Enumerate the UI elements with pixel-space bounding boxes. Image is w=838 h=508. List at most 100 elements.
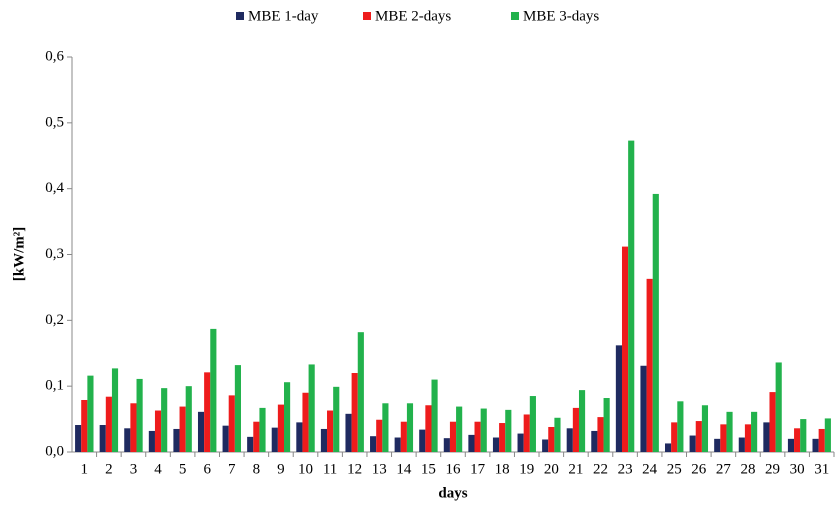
bar — [284, 382, 291, 452]
x-tick-label: 20 — [544, 461, 559, 477]
bar — [554, 417, 561, 452]
x-tick-label: 25 — [667, 461, 682, 477]
bar — [794, 428, 801, 452]
bar — [210, 328, 217, 452]
bar — [720, 424, 727, 452]
bar — [449, 421, 457, 452]
x-axis-label: days — [438, 485, 467, 501]
bar — [357, 332, 364, 452]
x-tick-label: 6 — [203, 461, 211, 477]
bar — [621, 246, 629, 452]
y-axis-label: [kW/m²] — [11, 227, 27, 282]
bar — [572, 407, 579, 452]
bar — [351, 373, 358, 452]
bar — [652, 193, 659, 452]
bar — [787, 438, 795, 452]
y-tick-label: 0,0 — [45, 443, 64, 459]
x-tick-label: 28 — [740, 461, 755, 477]
x-tick-label: 4 — [154, 461, 162, 477]
x-tick-label: 27 — [716, 461, 732, 477]
x-tick-label: 10 — [298, 461, 313, 477]
bar — [443, 438, 450, 452]
bar — [277, 404, 285, 452]
bar — [345, 413, 352, 452]
bar — [628, 140, 635, 452]
bar — [161, 388, 168, 452]
bar — [542, 439, 549, 452]
bar — [824, 418, 831, 452]
bar — [302, 392, 309, 452]
bar — [204, 372, 211, 452]
bar — [111, 368, 119, 452]
bar — [800, 419, 807, 452]
legend-label: MBE 1-day — [248, 8, 319, 24]
x-tick-label: 30 — [790, 461, 805, 477]
bar — [474, 421, 481, 452]
bar — [456, 406, 463, 452]
x-tick-label: 14 — [396, 461, 412, 477]
bar — [197, 411, 205, 452]
bar — [744, 424, 752, 452]
y-tick-label: 0,2 — [45, 312, 64, 328]
bar — [548, 426, 555, 452]
bar — [689, 435, 696, 452]
bar — [701, 405, 709, 452]
bar — [517, 433, 524, 452]
x-tick-label: 26 — [691, 461, 707, 477]
bar — [370, 436, 377, 452]
bar — [419, 429, 426, 452]
x-tick-label: 19 — [519, 461, 534, 477]
bar — [597, 417, 604, 452]
bar — [591, 430, 598, 452]
bar — [671, 422, 678, 452]
x-tick-label: 7 — [228, 461, 236, 477]
x-tick-label: 15 — [421, 461, 436, 477]
x-tick-label: 9 — [277, 461, 285, 477]
x-tick-label: 8 — [253, 461, 261, 477]
bar — [333, 386, 340, 452]
bar — [124, 428, 131, 452]
bar — [228, 395, 235, 452]
bar — [492, 437, 500, 452]
y-tick-label: 0,1 — [45, 378, 64, 394]
bar — [566, 428, 573, 452]
bar — [382, 403, 389, 452]
bar — [234, 365, 241, 452]
x-tick-label: 5 — [179, 461, 187, 477]
bar — [296, 422, 303, 452]
x-tick-label: 22 — [593, 461, 608, 477]
bar — [603, 398, 610, 452]
bar — [130, 403, 137, 452]
y-tick-label: 0,5 — [45, 114, 64, 130]
x-tick-label: 18 — [495, 461, 510, 477]
x-tick-label: 1 — [81, 461, 89, 477]
bar — [136, 378, 143, 452]
bar — [646, 278, 653, 452]
bar — [222, 425, 229, 452]
legend-marker — [511, 12, 519, 20]
bar — [578, 390, 586, 452]
legend-label: MBE 3-days — [523, 8, 599, 24]
bar — [253, 421, 260, 452]
bar — [320, 428, 328, 452]
bar — [738, 437, 745, 452]
bar — [394, 437, 401, 452]
bar — [99, 425, 106, 452]
bar — [259, 407, 266, 452]
bar — [480, 408, 487, 452]
bar — [81, 399, 88, 452]
bar — [818, 428, 825, 452]
legend-label: MBE 2-days — [375, 8, 451, 24]
x-tick-label: 16 — [446, 461, 462, 477]
x-tick-label: 24 — [642, 461, 658, 477]
legend-marker — [236, 12, 244, 20]
bar — [431, 379, 438, 452]
bar — [406, 403, 414, 452]
x-tick-label: 21 — [568, 461, 583, 477]
bar — [529, 396, 536, 452]
y-tick-label: 0,3 — [45, 246, 64, 262]
bar — [640, 365, 647, 452]
x-tick-label: 2 — [105, 461, 113, 477]
bar — [751, 411, 758, 452]
